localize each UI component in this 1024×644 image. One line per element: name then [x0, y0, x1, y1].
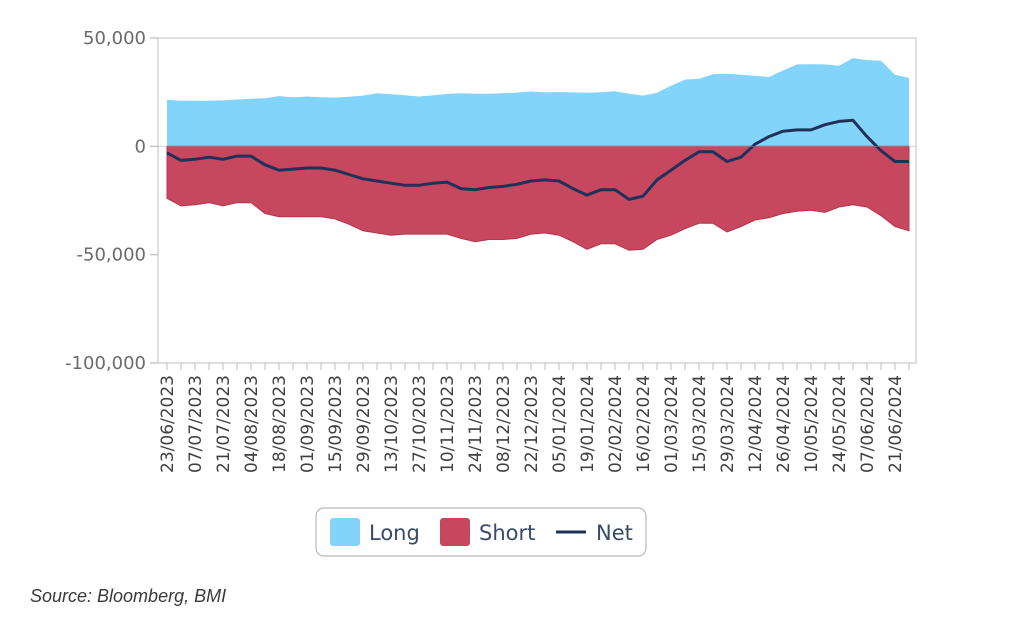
x-tick-label: 05/01/2024 — [550, 375, 570, 473]
x-tick-label: 21/07/2023 — [214, 375, 234, 473]
x-tick-label: 26/04/2024 — [774, 375, 794, 473]
x-tick-label: 16/02/2024 — [634, 375, 654, 473]
x-tick-label: 27/10/2023 — [410, 375, 430, 473]
y-tick-label: 50,000 — [83, 28, 146, 49]
x-tick-label: 10/11/2023 — [438, 375, 458, 473]
x-tick-label: 19/01/2024 — [578, 375, 598, 473]
x-tick-label: 15/03/2024 — [690, 375, 710, 473]
x-tick-label: 23/06/2023 — [158, 375, 178, 473]
legend[interactable]: Long Short Net — [315, 507, 647, 557]
y-tick-label: -100,000 — [65, 353, 146, 374]
x-tick-label: 18/08/2023 — [270, 375, 290, 473]
x-tick-label: 08/12/2023 — [494, 375, 514, 473]
legend-long-swatch[interactable] — [330, 518, 360, 546]
x-tick-label: 07/07/2023 — [186, 375, 206, 473]
x-tick-label: 04/08/2023 — [242, 375, 262, 473]
plot-frame — [157, 37, 917, 364]
net-line — [166, 118, 909, 201]
x-tick-label: 07/06/2024 — [858, 375, 878, 473]
source-note: Source: Bloomberg, BMI — [30, 586, 227, 606]
x-tick-label: 10/05/2024 — [802, 375, 822, 473]
x-tick-label: 01/09/2023 — [298, 375, 318, 473]
x-tick-label: 12/04/2024 — [746, 375, 766, 473]
short-area — [166, 145, 910, 251]
y-axis: 50,000 0 -50,000 -100,000 — [65, 28, 158, 374]
x-tick-label: 29/03/2024 — [718, 375, 738, 473]
legend-box — [315, 507, 647, 557]
legend-short-swatch[interactable] — [440, 518, 470, 546]
x-tick-label: 22/12/2023 — [522, 375, 542, 473]
x-tick-label: 29/09/2023 — [354, 375, 374, 473]
legend-net-label[interactable]: Net — [596, 521, 633, 545]
legend-long-label[interactable]: Long — [369, 521, 420, 545]
x-tick-label: 15/09/2023 — [326, 375, 346, 473]
legend-short-label[interactable]: Short — [479, 521, 535, 545]
x-tick-label: 24/11/2023 — [466, 375, 486, 473]
plot-area — [157, 37, 917, 364]
x-tick-label: 21/06/2024 — [886, 375, 906, 473]
x-tick-label: 02/02/2024 — [606, 375, 626, 473]
y-tick-label: 0 — [135, 136, 146, 157]
y-tick-label: -50,000 — [77, 245, 146, 266]
x-tick-label: 24/05/2024 — [830, 375, 850, 473]
x-tick-label: 01/03/2024 — [662, 375, 682, 473]
x-axis: 23/06/2023 07/07/2023 21/07/2023 04/08/2023… — [158, 363, 910, 473]
long-area — [167, 58, 909, 147]
x-tick-label: 13/10/2023 — [382, 375, 402, 473]
